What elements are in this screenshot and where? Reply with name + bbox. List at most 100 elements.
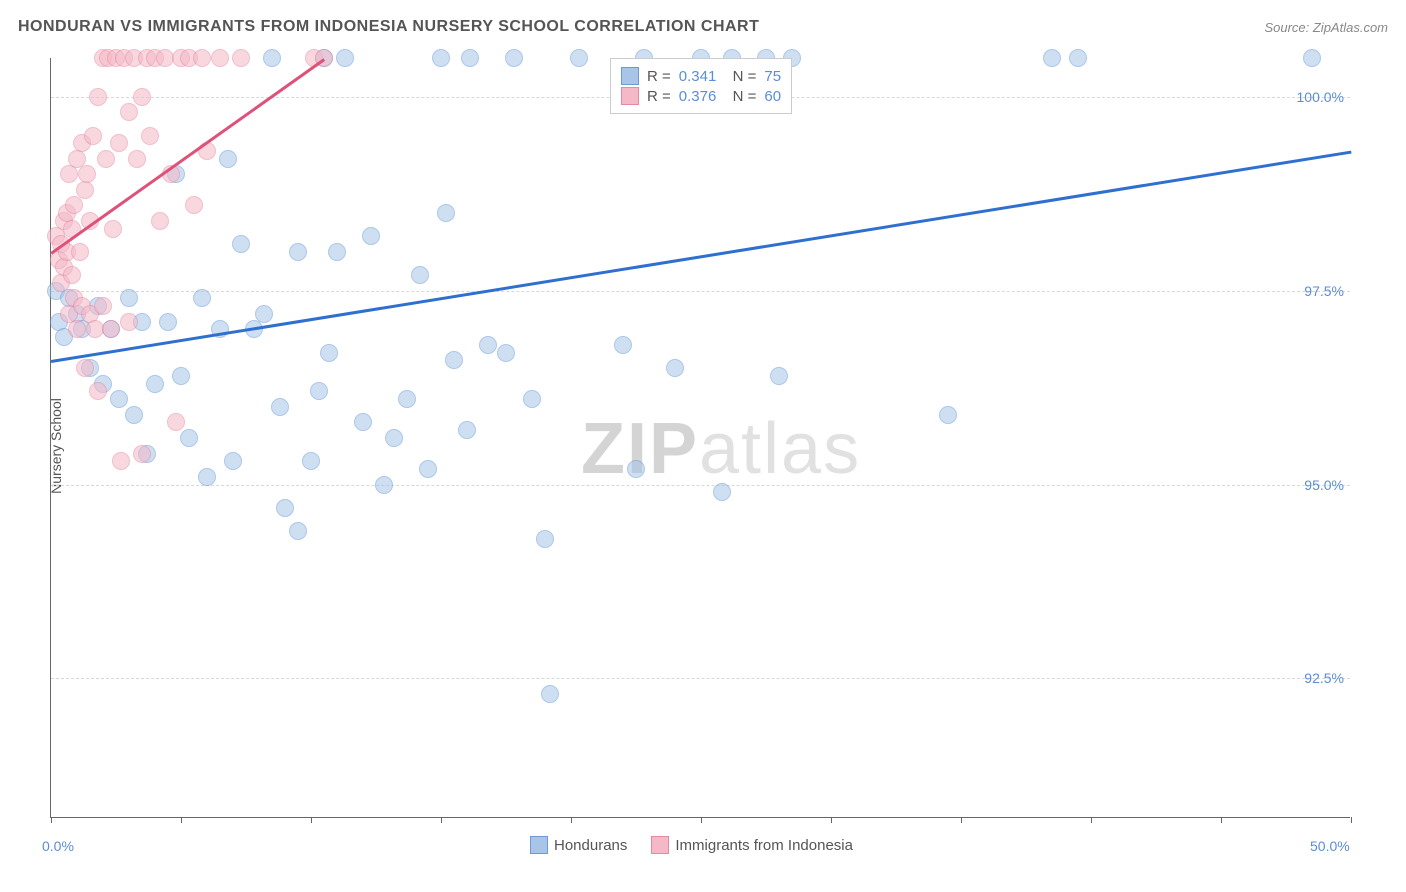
scatter-point [112, 452, 130, 470]
x-tick [441, 817, 442, 823]
scatter-point [68, 320, 86, 338]
scatter-point [133, 88, 151, 106]
scatter-point [102, 320, 120, 338]
scatter-point [167, 413, 185, 431]
scatter-point [437, 204, 455, 222]
scatter-point [523, 390, 541, 408]
scatter-point [271, 398, 289, 416]
scatter-point [211, 49, 229, 67]
scatter-point [110, 390, 128, 408]
scatter-point [614, 336, 632, 354]
scatter-point [411, 266, 429, 284]
scatter-point [232, 49, 250, 67]
scatter-point [159, 313, 177, 331]
scatter-point [180, 429, 198, 447]
chart-plot-area: ZIPatlas 92.5%95.0%97.5%100.0% [50, 58, 1350, 818]
scatter-point [445, 351, 463, 369]
scatter-point [354, 413, 372, 431]
x-tick [311, 817, 312, 823]
legend-swatch [651, 836, 669, 854]
scatter-point [104, 220, 122, 238]
trend-line [50, 58, 324, 254]
scatter-point [65, 196, 83, 214]
scatter-point [536, 530, 554, 548]
stat-r-label: R = [647, 68, 671, 85]
scatter-point [479, 336, 497, 354]
scatter-point [276, 499, 294, 517]
scatter-point [461, 49, 479, 67]
scatter-point [497, 344, 515, 362]
scatter-point [570, 49, 588, 67]
x-tick [961, 817, 962, 823]
scatter-point [219, 150, 237, 168]
scatter-point [193, 289, 211, 307]
chart-title: HONDURAN VS IMMIGRANTS FROM INDONESIA NU… [18, 18, 759, 36]
scatter-point [1303, 49, 1321, 67]
stat-n-value: 60 [764, 88, 781, 105]
scatter-point [310, 382, 328, 400]
stat-n-label: N = [724, 68, 756, 85]
legend-swatch [530, 836, 548, 854]
scatter-point [60, 165, 78, 183]
scatter-point [666, 359, 684, 377]
scatter-point [120, 289, 138, 307]
scatter-point [224, 452, 242, 470]
x-tick-label: 50.0% [1310, 838, 1350, 854]
scatter-point [78, 165, 96, 183]
stats-row: R = 0.341 N = 75 [621, 67, 781, 85]
gridline-horizontal [51, 485, 1350, 486]
scatter-point [128, 150, 146, 168]
scatter-point [362, 227, 380, 245]
legend: Hondurans Immigrants from Indonesia [530, 836, 853, 854]
x-tick [571, 817, 572, 823]
scatter-point [146, 375, 164, 393]
scatter-point [419, 460, 437, 478]
scatter-point [1043, 49, 1061, 67]
x-tick-label: 0.0% [42, 838, 74, 854]
gridline-horizontal [51, 678, 1350, 679]
scatter-point [289, 243, 307, 261]
correlation-stats-box: R = 0.341 N = 75R = 0.376 N = 60 [610, 58, 792, 114]
x-tick [701, 817, 702, 823]
x-tick [1351, 817, 1352, 823]
scatter-point [185, 196, 203, 214]
series-swatch [621, 87, 639, 105]
scatter-point [125, 406, 143, 424]
scatter-point [198, 468, 216, 486]
scatter-point [302, 452, 320, 470]
scatter-point [1069, 49, 1087, 67]
source-label: Source: ZipAtlas.com [1264, 20, 1388, 35]
stat-r-value: 0.376 [679, 88, 717, 105]
scatter-point [939, 406, 957, 424]
legend-label: Hondurans [554, 837, 627, 854]
legend-label: Immigrants from Indonesia [675, 837, 853, 854]
y-tick-label: 97.5% [1304, 283, 1344, 299]
scatter-point [375, 476, 393, 494]
scatter-point [328, 243, 346, 261]
scatter-point [141, 127, 159, 145]
scatter-point [151, 212, 169, 230]
scatter-point [541, 685, 559, 703]
scatter-point [458, 421, 476, 439]
y-tick-label: 92.5% [1304, 670, 1344, 686]
scatter-point [110, 134, 128, 152]
scatter-point [89, 382, 107, 400]
series-swatch [621, 67, 639, 85]
scatter-point [289, 522, 307, 540]
scatter-point [385, 429, 403, 447]
y-tick-label: 100.0% [1297, 89, 1344, 105]
scatter-point [232, 235, 250, 253]
x-tick [1221, 817, 1222, 823]
scatter-point [94, 297, 112, 315]
legend-item: Immigrants from Indonesia [651, 836, 853, 854]
watermark: ZIPatlas [581, 408, 861, 490]
scatter-point [505, 49, 523, 67]
x-tick [1091, 817, 1092, 823]
scatter-point [263, 49, 281, 67]
scatter-point [120, 313, 138, 331]
x-tick [181, 817, 182, 823]
scatter-point [63, 266, 81, 284]
scatter-point [76, 181, 94, 199]
scatter-point [320, 344, 338, 362]
scatter-point [336, 49, 354, 67]
